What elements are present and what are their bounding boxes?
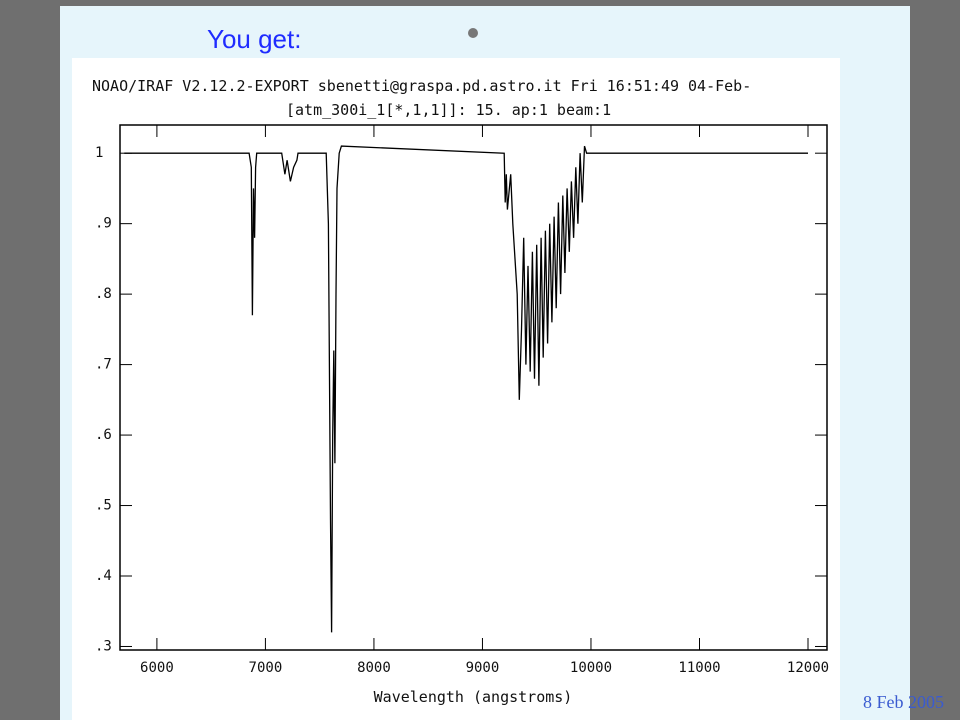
- y-tick-label: 1: [95, 145, 103, 161]
- header-line: [atm_300i_1[*,1,1]]: 15. ap:1 beam:1: [286, 101, 611, 119]
- spectrum-line: [124, 145, 808, 633]
- chart-panel: [72, 58, 840, 720]
- x-tick-label: 11000: [678, 660, 720, 676]
- x-tick-label: 12000: [787, 660, 829, 676]
- plot-frame: [119, 124, 828, 651]
- dot: [468, 28, 478, 38]
- y-tick-label: .5: [95, 498, 112, 514]
- y-tick-label: .4: [95, 568, 112, 584]
- x-tick-label: 9000: [466, 660, 500, 676]
- y-tick-label: .3: [95, 638, 112, 654]
- x-tick-label: 7000: [249, 660, 283, 676]
- x-tick-label: 6000: [140, 660, 174, 676]
- y-tick-label: .8: [95, 286, 112, 302]
- x-tick-label: 10000: [570, 660, 612, 676]
- footer-date: 8 Feb 2005: [863, 692, 944, 712]
- slide-title: You get:: [207, 24, 301, 54]
- y-tick-label: .6: [95, 427, 112, 443]
- y-tick-label: .9: [95, 216, 112, 232]
- y-tick-label: .7: [95, 357, 112, 373]
- x-tick-label: 8000: [357, 660, 391, 676]
- header-line: NOAO/IRAF V2.12.2-EXPORT sbenetti@graspa…: [92, 77, 751, 95]
- x-axis-label: Wavelength (angstroms): [374, 688, 573, 706]
